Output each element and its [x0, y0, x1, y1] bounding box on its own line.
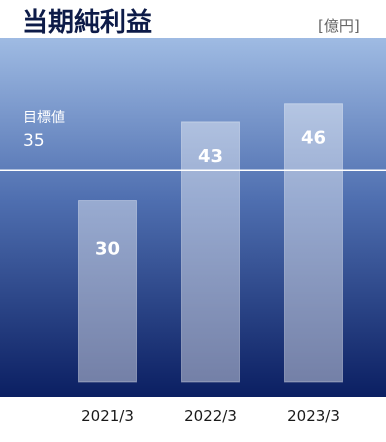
chart-title: 当期純利益 — [22, 7, 152, 38]
bars-layer: 30 43 46 — [78, 103, 343, 383]
bar-value-label: 30 — [95, 239, 120, 260]
x-tick-label: 2021/3 — [81, 407, 134, 425]
bar-2023-3 — [284, 103, 343, 383]
plot-background — [0, 38, 386, 397]
bar-2021-3 — [78, 200, 137, 383]
target-label: 目標値 — [23, 110, 65, 126]
x-tick-label: 2022/3 — [184, 407, 237, 425]
bar-value-label: 43 — [198, 146, 223, 167]
bar-2022-3 — [181, 121, 240, 383]
unit-label: [億円] — [318, 17, 360, 35]
x-axis-ticks: 2021/3 2022/3 2023/3 — [81, 407, 340, 425]
bar-value-label: 46 — [301, 128, 326, 149]
x-tick-label: 2023/3 — [287, 407, 340, 425]
target-value: 35 — [23, 131, 45, 151]
